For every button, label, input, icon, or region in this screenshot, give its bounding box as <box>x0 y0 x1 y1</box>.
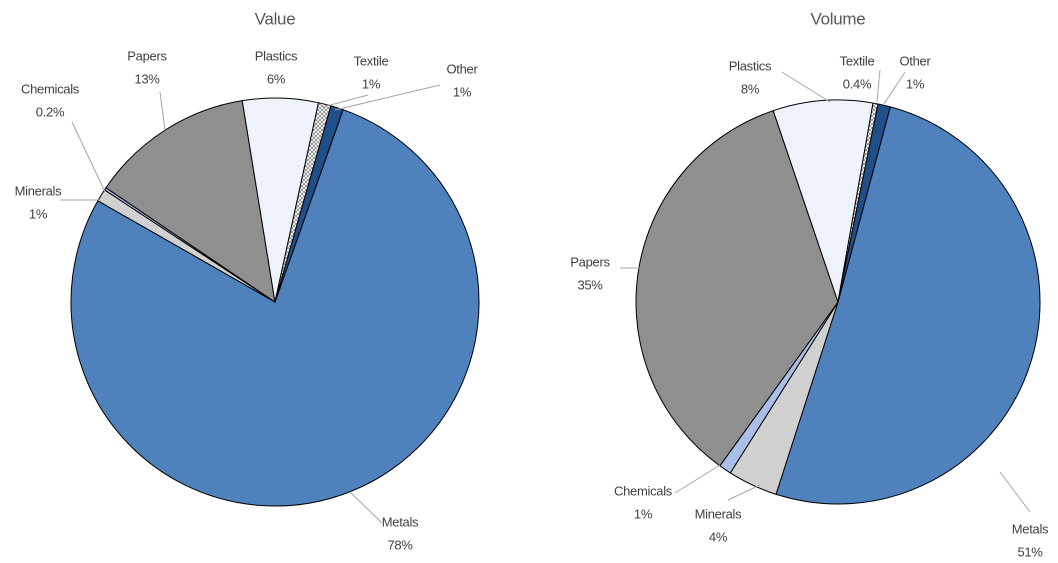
slice-value: 1% <box>634 506 653 521</box>
pie-slice <box>837 103 891 303</box>
chart-title: Value <box>255 9 296 28</box>
leader-line <box>159 91 166 131</box>
leader-line <box>674 464 721 494</box>
slice-value: 1% <box>453 84 472 99</box>
pie-slice <box>105 100 276 304</box>
slice-value: 0.4% <box>843 76 872 91</box>
pie-slice <box>775 106 1041 505</box>
slice-value: 1% <box>362 76 381 91</box>
chart-title: Volume <box>811 9 866 28</box>
leader-line <box>71 121 106 193</box>
slice-label: Plastics <box>729 58 772 73</box>
slice-label: Metals <box>1012 521 1049 536</box>
slice-value: 1% <box>29 206 48 221</box>
slice-label: Textile <box>354 53 389 68</box>
slice-value: 35% <box>577 277 603 292</box>
slice-label: Papers <box>570 254 610 269</box>
slice-value: 51% <box>1017 544 1043 559</box>
slice-label: Other <box>899 53 931 68</box>
slice-label: Plastics <box>255 48 298 63</box>
leader-line <box>334 84 441 111</box>
leader-line <box>883 71 906 105</box>
leader-line <box>349 491 383 524</box>
pie-slice <box>635 110 839 467</box>
leader-line <box>876 69 881 103</box>
slice-label: Papers <box>127 48 167 63</box>
leader-line <box>727 484 761 501</box>
slice-value: 1% <box>906 76 925 91</box>
slice-value: 13% <box>134 71 160 86</box>
slice-label: Other <box>446 61 478 76</box>
slice-value: 6% <box>267 71 286 86</box>
slice-value: 0.2% <box>36 104 65 119</box>
slice-label: Chemicals <box>21 81 80 96</box>
pie-slice <box>274 105 344 303</box>
pie-slice <box>70 109 480 507</box>
slice-value: 78% <box>387 537 413 552</box>
slice-label: Metals <box>382 514 419 529</box>
slice-label: Minerals <box>15 183 63 198</box>
pie-slice <box>772 99 874 303</box>
slice-label: Textile <box>840 53 875 68</box>
slice-label: Chemicals <box>614 483 673 498</box>
leader-line <box>999 471 1031 513</box>
slice-label: Minerals <box>695 506 743 521</box>
slice-value: 8% <box>741 81 760 96</box>
leader-line <box>781 71 831 103</box>
slice-value: 4% <box>709 529 728 544</box>
leader-line <box>322 94 369 108</box>
